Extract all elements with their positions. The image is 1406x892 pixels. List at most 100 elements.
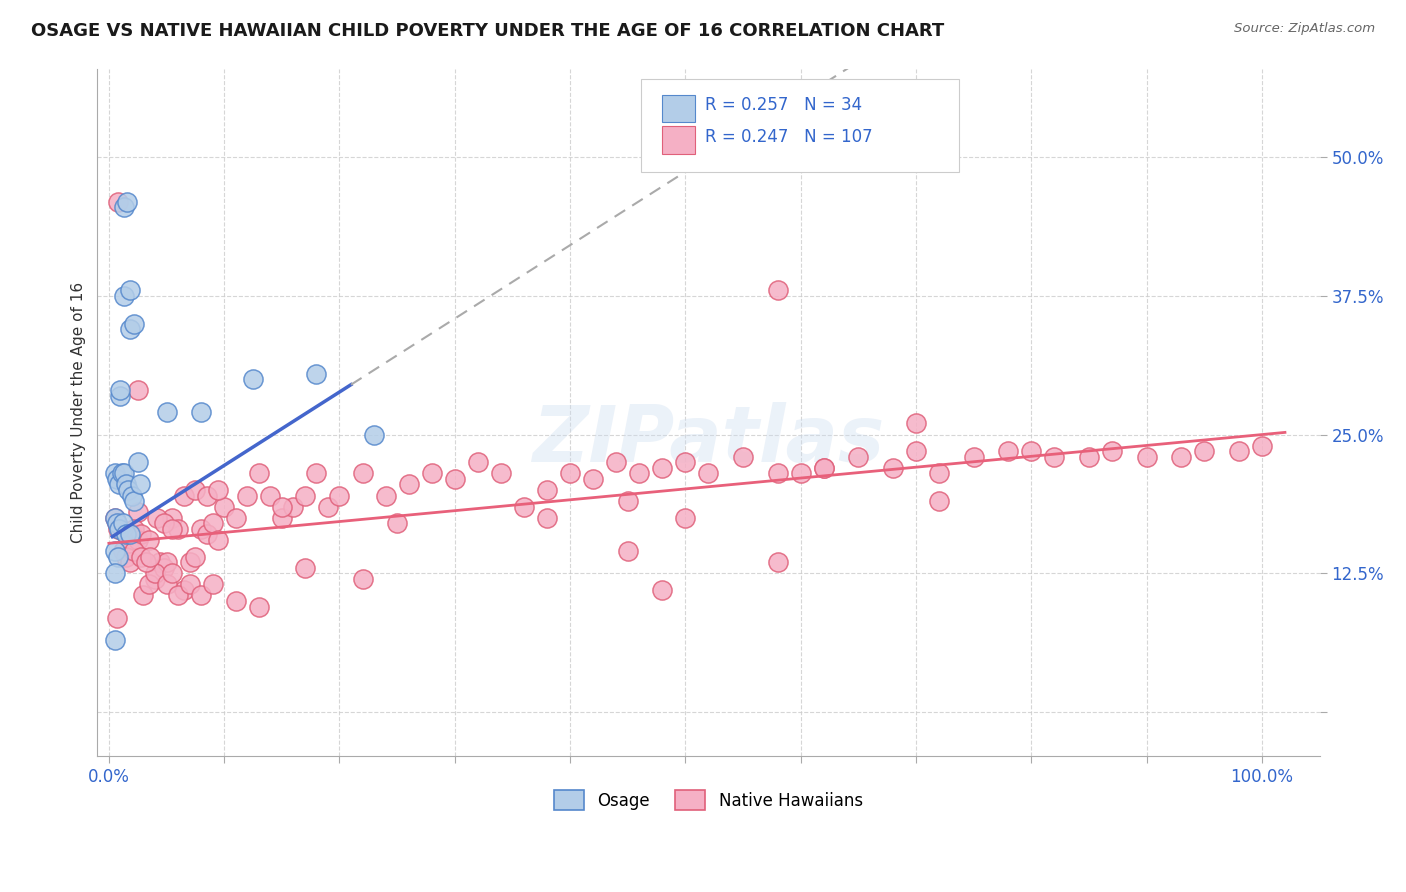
Text: R = 0.257   N = 34: R = 0.257 N = 34 bbox=[704, 96, 862, 114]
Point bbox=[1192, 444, 1215, 458]
Point bbox=[247, 599, 270, 614]
Point bbox=[195, 527, 218, 541]
Point bbox=[997, 444, 1019, 458]
Point bbox=[1170, 450, 1192, 464]
Point bbox=[104, 632, 127, 647]
Point bbox=[122, 522, 145, 536]
Point bbox=[247, 467, 270, 481]
Point bbox=[105, 472, 128, 486]
Point bbox=[104, 566, 127, 581]
Point bbox=[1251, 439, 1274, 453]
Point bbox=[420, 467, 443, 481]
Point bbox=[104, 510, 127, 524]
Point bbox=[616, 544, 638, 558]
Point bbox=[1135, 450, 1157, 464]
Point bbox=[110, 383, 132, 397]
Point bbox=[1227, 444, 1250, 458]
Point bbox=[108, 522, 131, 536]
Text: Source: ZipAtlas.com: Source: ZipAtlas.com bbox=[1234, 22, 1375, 36]
Point bbox=[107, 194, 129, 209]
Point bbox=[143, 572, 166, 586]
Point bbox=[146, 510, 169, 524]
Point bbox=[789, 467, 811, 481]
Point bbox=[536, 483, 558, 497]
Point bbox=[467, 455, 489, 469]
Point bbox=[813, 460, 835, 475]
Point bbox=[110, 467, 132, 481]
Point bbox=[138, 577, 160, 591]
Point bbox=[374, 489, 396, 503]
Point bbox=[731, 450, 754, 464]
Point bbox=[1077, 450, 1099, 464]
Point bbox=[673, 510, 696, 524]
Point bbox=[107, 522, 129, 536]
Point bbox=[155, 555, 177, 569]
Point bbox=[1101, 444, 1123, 458]
Point bbox=[111, 516, 134, 531]
Point bbox=[173, 582, 195, 597]
Point bbox=[882, 460, 904, 475]
Point bbox=[129, 549, 152, 564]
Point bbox=[184, 549, 207, 564]
Point bbox=[115, 527, 138, 541]
Point bbox=[112, 289, 135, 303]
Text: ZIPatlas: ZIPatlas bbox=[533, 402, 884, 478]
Point bbox=[143, 566, 166, 581]
Point bbox=[904, 444, 927, 458]
Point bbox=[294, 560, 316, 574]
Point bbox=[270, 500, 292, 514]
Point bbox=[190, 589, 212, 603]
Point bbox=[121, 489, 143, 503]
Point bbox=[127, 383, 149, 397]
Point bbox=[122, 317, 145, 331]
Point bbox=[283, 500, 305, 514]
Point bbox=[190, 522, 212, 536]
Point bbox=[328, 489, 350, 503]
Point bbox=[225, 510, 247, 524]
Point bbox=[162, 566, 184, 581]
Y-axis label: Child Poverty Under the Age of 16: Child Poverty Under the Age of 16 bbox=[72, 282, 86, 543]
Point bbox=[766, 467, 789, 481]
Point bbox=[121, 527, 143, 541]
Point bbox=[179, 555, 201, 569]
Point bbox=[651, 582, 673, 597]
Point bbox=[582, 472, 605, 486]
Point bbox=[673, 455, 696, 469]
Point bbox=[112, 467, 135, 481]
Point bbox=[117, 483, 139, 497]
Point bbox=[110, 389, 132, 403]
Point bbox=[155, 577, 177, 591]
Point bbox=[115, 477, 138, 491]
Point bbox=[190, 405, 212, 419]
Point bbox=[928, 467, 950, 481]
Point bbox=[242, 372, 264, 386]
Point bbox=[513, 500, 536, 514]
Point bbox=[115, 549, 138, 564]
Point bbox=[207, 533, 229, 547]
Point bbox=[122, 494, 145, 508]
Point bbox=[149, 555, 172, 569]
Point bbox=[928, 494, 950, 508]
FancyBboxPatch shape bbox=[641, 78, 959, 171]
Point bbox=[118, 527, 141, 541]
Point bbox=[1043, 450, 1066, 464]
Point bbox=[628, 467, 651, 481]
Point bbox=[118, 555, 141, 569]
Point bbox=[201, 577, 224, 591]
Point bbox=[117, 194, 139, 209]
Point bbox=[127, 533, 149, 547]
Point bbox=[363, 427, 385, 442]
Point bbox=[111, 544, 134, 558]
Point bbox=[104, 510, 127, 524]
Point bbox=[294, 489, 316, 503]
FancyBboxPatch shape bbox=[662, 95, 695, 122]
Point bbox=[766, 284, 789, 298]
Point bbox=[122, 544, 145, 558]
Point bbox=[225, 594, 247, 608]
Point bbox=[112, 200, 135, 214]
Point bbox=[179, 577, 201, 591]
Point bbox=[201, 516, 224, 531]
Text: OSAGE VS NATIVE HAWAIIAN CHILD POVERTY UNDER THE AGE OF 16 CORRELATION CHART: OSAGE VS NATIVE HAWAIIAN CHILD POVERTY U… bbox=[31, 22, 945, 40]
Point bbox=[558, 467, 581, 481]
Point bbox=[105, 610, 128, 624]
